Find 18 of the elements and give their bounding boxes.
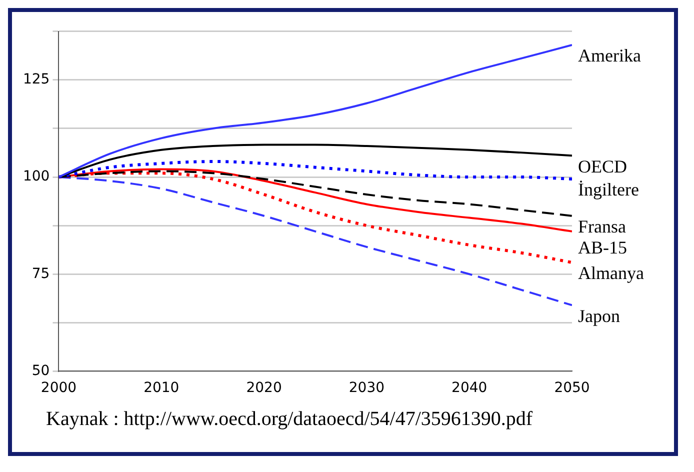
series-label: OECD [578,156,627,176]
y-tick-label: 50 [32,362,50,379]
y-tick-label: 100 [22,168,50,185]
series-label: Almanya [578,263,644,284]
series-label: İngiltere [578,180,639,200]
x-tick-label: 2000 [40,380,77,396]
text: Kaynak : http://www.oecd.org/dataoecd/54/47/35961390.pdf [45,408,534,431]
x-tick-label: 2020 [246,380,282,396]
x-tick-label: 2010 [144,380,180,396]
series-label: Fransa [578,216,626,237]
series-label: Amerika [578,46,641,66]
series-label: AB-15 [578,238,627,258]
y-tick-label: 125 [22,72,50,88]
y-tick-label: 75 [32,266,50,282]
x-tick-label: 2030 [348,380,385,396]
series-label: Japon [578,306,620,326]
x-tick-label: 2040 [452,380,488,396]
x-tick-label: 2050 [554,380,590,396]
